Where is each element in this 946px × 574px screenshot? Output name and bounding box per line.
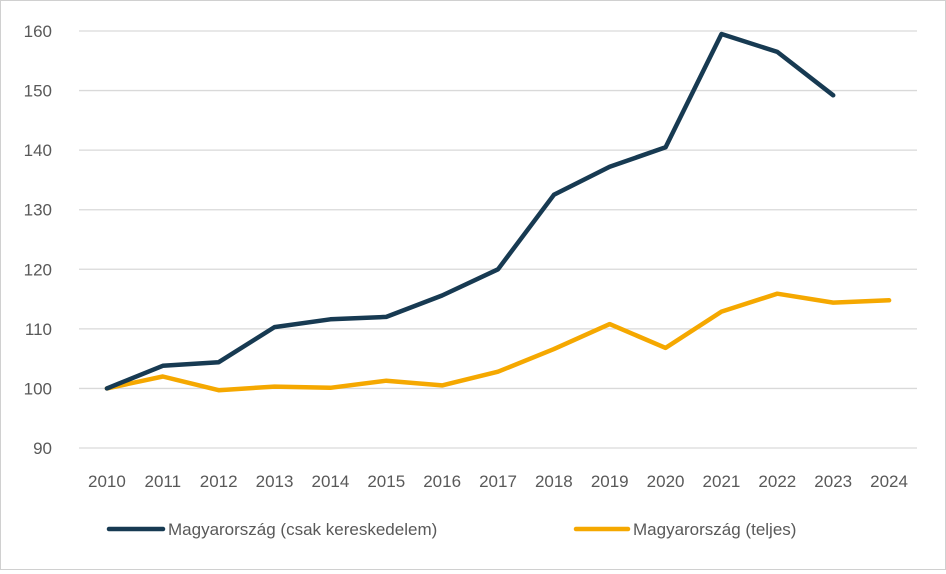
x-tick-label: 2016 [423,472,461,491]
x-tick-label: 2018 [535,472,573,491]
x-tick-label: 2013 [256,472,294,491]
x-tick-label: 2019 [591,472,629,491]
x-tick-label: 2022 [758,472,796,491]
series-line-0 [107,34,833,388]
y-tick-label: 140 [24,141,52,160]
x-tick-label: 2017 [479,472,517,491]
x-tick-label: 2024 [870,472,908,491]
y-tick-label: 90 [33,439,52,458]
x-tick-label: 2015 [367,472,405,491]
y-tick-label: 100 [24,379,52,398]
x-tick-label: 2011 [145,472,182,491]
y-axis-tick-labels: 90 100 110 120 130 140 150 160 [24,22,52,458]
x-tick-label: 2014 [311,472,349,491]
x-tick-label: 2020 [647,472,685,491]
y-tick-label: 130 [24,201,52,220]
series-line-1 [107,294,889,391]
x-tick-label: 2021 [703,472,741,491]
y-tick-label: 120 [24,260,52,279]
y-tick-label: 110 [25,320,52,339]
legend-label-1: Magyarország (teljes) [633,520,796,539]
x-tick-label: 2023 [814,472,852,491]
x-axis-tick-labels: 2010 2011 2012 2013 2014 2015 2016 2017 2018 2019… [88,472,908,491]
y-tick-label: 160 [24,22,52,41]
legend: Magyarország (csak kereskedelem) Magyaror… [109,520,796,539]
x-tick-label: 2012 [200,472,238,491]
x-tick-label: 2010 [88,472,126,491]
legend-label-0: Magyarország (csak kereskedelem) [168,520,437,539]
y-tick-label: 150 [24,82,52,101]
series-lines [107,34,889,390]
